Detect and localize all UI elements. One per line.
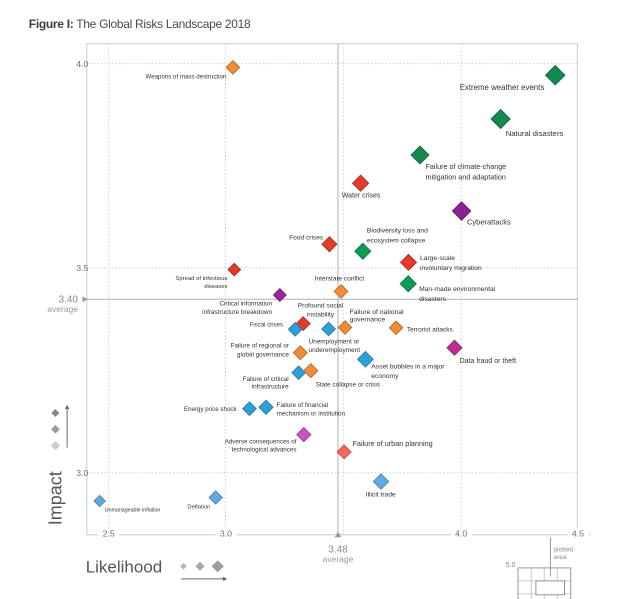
svg-text:underemployment: underemployment [309, 347, 361, 354]
svg-text:3.48: 3.48 [328, 544, 348, 555]
svg-text:Man-made environmental: Man-made environmental [419, 286, 496, 293]
svg-text:3.0: 3.0 [76, 468, 88, 478]
svg-text:Cyberattacks: Cyberattacks [467, 218, 511, 227]
svg-text:Fiscal crises: Fiscal crises [250, 323, 283, 329]
svg-text:4.0: 4.0 [76, 59, 88, 69]
svg-text:Data fraud or theft: Data fraud or theft [460, 358, 516, 365]
svg-text:Deflation: Deflation [187, 505, 210, 511]
svg-text:infrastructure breakdown: infrastructure breakdown [202, 309, 272, 316]
svg-text:ecosystem collapse: ecosystem collapse [367, 238, 426, 245]
svg-text:infrastructure: infrastructure [252, 384, 289, 391]
svg-text:5.0: 5.0 [506, 562, 516, 569]
svg-text:diseases: diseases [204, 284, 227, 290]
svg-text:Extreme weather events: Extreme weather events [460, 83, 545, 92]
svg-text:Failure of national: Failure of national [350, 309, 405, 316]
svg-text:area: area [554, 554, 567, 561]
svg-text:Critical information: Critical information [219, 301, 272, 308]
svg-text:4.0: 4.0 [455, 529, 467, 539]
svg-text:global governance: global governance [237, 352, 289, 359]
svg-text:economy: economy [371, 373, 399, 380]
svg-text:plotted: plotted [554, 547, 574, 554]
svg-text:3.0: 3.0 [220, 529, 232, 539]
svg-text:Water crises: Water crises [342, 193, 381, 200]
svg-text:Unemployment or: Unemployment or [309, 339, 361, 346]
svg-text:Weapons of mass destruction: Weapons of mass destruction [146, 74, 227, 81]
svg-text:mitigation and adaptation: mitigation and adaptation [426, 173, 506, 182]
svg-text:Profound social: Profound social [298, 303, 344, 310]
svg-text:technological advances: technological advances [232, 447, 297, 454]
svg-text:3.40: 3.40 [59, 294, 79, 305]
svg-text:governance: governance [350, 316, 386, 323]
svg-text:Failure of regional or: Failure of regional or [231, 343, 290, 350]
svg-text:Unmanageable inflation: Unmanageable inflation [105, 507, 161, 513]
svg-text:Natural disasters: Natural disasters [506, 129, 564, 138]
svg-text:2.5: 2.5 [103, 529, 115, 539]
svg-text:average: average [323, 554, 354, 564]
svg-text:instability: instability [307, 311, 335, 318]
svg-text:Failure of urban planning: Failure of urban planning [353, 439, 433, 448]
svg-text:Biodiversity loss and: Biodiversity loss and [367, 228, 428, 235]
svg-text:Likelihood: Likelihood [86, 557, 163, 576]
svg-text:Terrorist attacks: Terrorist attacks [407, 327, 454, 334]
svg-text:Asset bubbles in a major: Asset bubbles in a major [371, 364, 445, 371]
svg-text:Large-scale: Large-scale [420, 255, 455, 262]
svg-text:Figure I: The Global Risks Lan: Figure I: The Global Risks Landscape 201… [29, 17, 251, 31]
svg-text:Interstate conflict: Interstate conflict [315, 276, 365, 283]
svg-text:Adverse consequences of: Adverse consequences of [225, 438, 297, 445]
svg-text:Impact: Impact [46, 471, 66, 525]
svg-text:3.5: 3.5 [76, 263, 88, 273]
svg-text:Food crises: Food crises [289, 234, 324, 241]
svg-text:average: average [47, 304, 78, 314]
svg-text:Spread of infectious: Spread of infectious [175, 276, 227, 282]
svg-text:Failure of climate-change: Failure of climate-change [426, 162, 507, 171]
svg-text:4.5: 4.5 [572, 529, 584, 539]
svg-text:State collapse or crisis: State collapse or crisis [316, 381, 380, 388]
svg-text:mechanism or institution: mechanism or institution [277, 411, 346, 418]
svg-text:Illicit trade: Illicit trade [366, 492, 396, 499]
svg-text:disasters: disasters [419, 296, 447, 303]
svg-text:involuntary migration: involuntary migration [420, 265, 482, 272]
svg-text:Energy price shock: Energy price shock [184, 406, 238, 413]
svg-text:Failure of financial: Failure of financial [277, 402, 328, 409]
svg-text:Failure of critical: Failure of critical [243, 376, 289, 383]
